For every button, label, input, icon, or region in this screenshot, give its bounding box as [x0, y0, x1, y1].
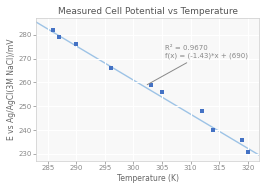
Title: Measured Cell Potential vs Temperature: Measured Cell Potential vs Temperature [58, 7, 238, 16]
Point [200, 110, 204, 113]
Point [109, 67, 113, 70]
Point [240, 138, 244, 141]
Point [246, 150, 250, 153]
X-axis label: Temperature (K): Temperature (K) [117, 174, 179, 183]
Point [74, 43, 78, 46]
Point [211, 129, 215, 132]
Point [51, 28, 56, 32]
Point [160, 90, 164, 93]
Text: R² = 0.9670
f(x) = (-1.43)*x + (690): R² = 0.9670 f(x) = (-1.43)*x + (690) [147, 45, 248, 85]
Point [57, 36, 61, 39]
Point [148, 83, 153, 86]
Y-axis label: E vs Ag/AgCl(3M NaCl)/mV: E vs Ag/AgCl(3M NaCl)/mV [7, 39, 16, 140]
